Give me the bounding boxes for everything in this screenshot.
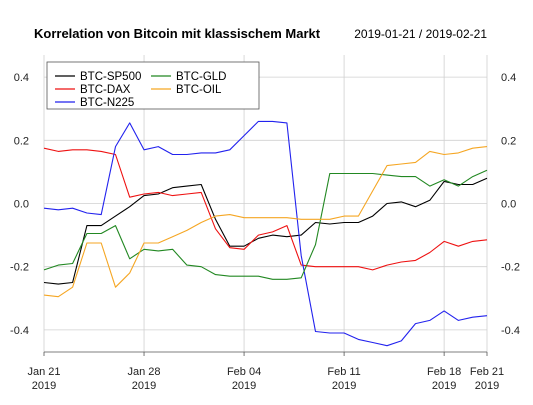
axis-layer: -0.4 -0.4 -0.2 -0.2 0.0 0.0 0.2 0.2 0.4 0.4 Jan 21… — [10, 72, 520, 392]
series-line-btc-gld — [43, 169, 488, 280]
y-tick-label-left: 0.2 — [14, 135, 29, 147]
y-tick-label-left: 0.4 — [14, 72, 29, 84]
x-tick-year: 2019 — [475, 380, 499, 392]
y-tick-label-right: 0.0 — [501, 199, 516, 211]
legend-label-btc-sp500: BTC-SP500 — [80, 71, 141, 83]
y-tick-label-right: -0.2 — [501, 262, 520, 274]
x-tick-label: Feb 11 — [327, 366, 360, 378]
x-tick-year: 2019 — [132, 380, 156, 392]
x-tick-label: Jan 21 — [27, 366, 60, 378]
x-tick-year: 2019 — [232, 380, 256, 392]
series-line-btc-oil — [43, 146, 488, 298]
y-tick-label-left: 0.0 — [14, 199, 29, 211]
x-tick-label: Feb 18 — [427, 366, 461, 378]
x-tick-year: 2019 — [332, 380, 356, 392]
x-tick-label: Jan 28 — [128, 366, 161, 378]
x-tick-label: Feb 04 — [227, 366, 261, 378]
legend-label-btc-dax: BTC-DAX — [80, 84, 131, 96]
y-tick-label-right: -0.4 — [501, 325, 520, 337]
y-tick-label-left: -0.4 — [10, 325, 29, 337]
grid-layer — [43, 55, 488, 352]
legend-box — [46, 61, 260, 110]
legend-label-btc-gld: BTC-GLD — [176, 71, 226, 83]
series-layer — [43, 120, 488, 347]
chart-title: Korrelation von Bitcoin mit klassischem … — [34, 26, 321, 41]
legend-label-btc-oil: BTC-OIL — [176, 84, 222, 96]
y-tick-label-left: -0.2 — [10, 262, 29, 274]
x-tick-year: 2019 — [32, 380, 56, 392]
y-tick-label-right: 0.2 — [501, 135, 516, 147]
series-line-btc-n225 — [43, 120, 488, 347]
y-tick-label-right: 0.4 — [501, 72, 516, 84]
legend-label-btc-n225: BTC-N225 — [80, 97, 134, 109]
series-line-btc-dax — [43, 147, 488, 271]
x-tick-label: Feb 21 — [470, 366, 504, 378]
series-line-btc-sp500 — [43, 177, 488, 285]
x-tick-year: 2019 — [432, 380, 456, 392]
chart-subtitle: 2019-01-21 / 2019-02-21 — [354, 27, 487, 41]
